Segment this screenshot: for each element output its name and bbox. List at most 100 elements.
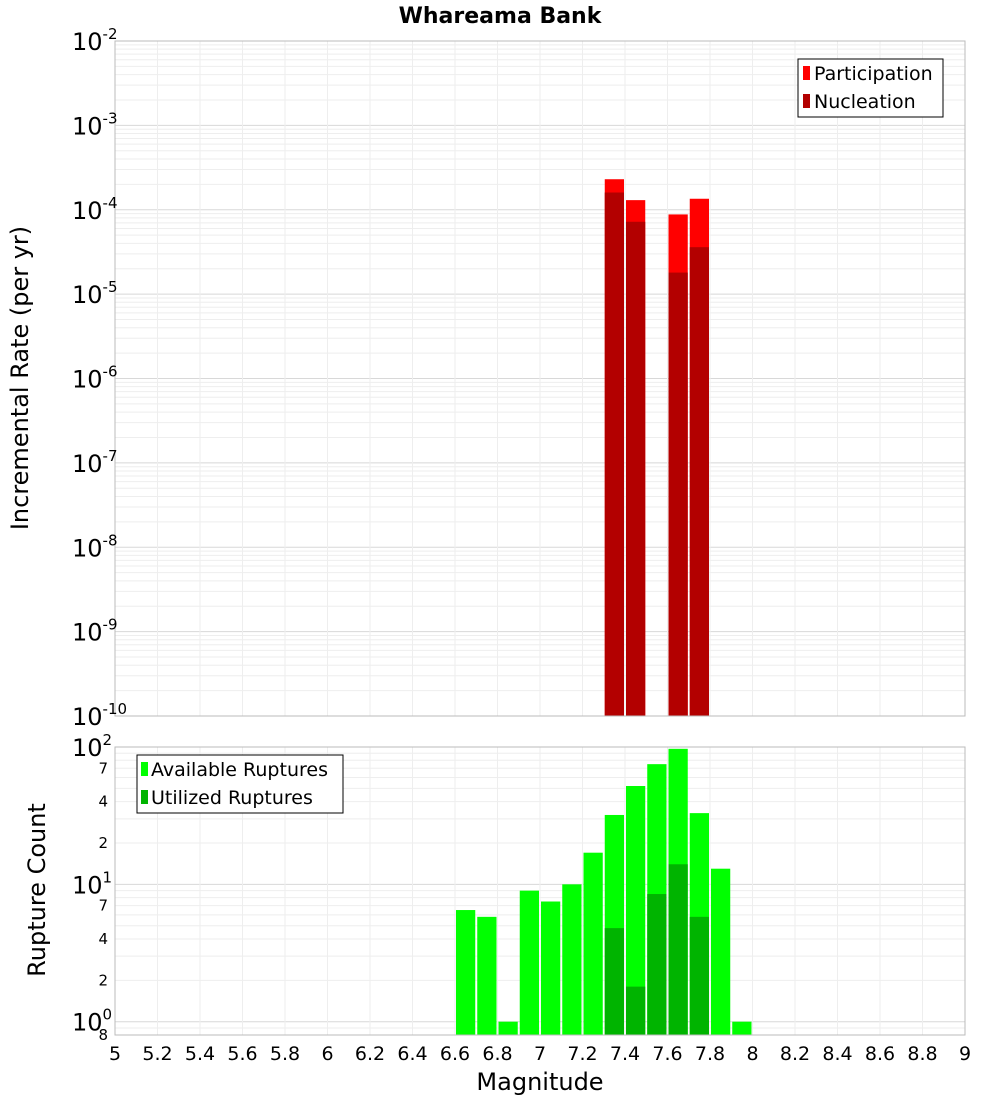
available-bar [583,852,603,1035]
x-tick-label: 8.4 [822,1043,852,1065]
y-tick-label: 10-3 [72,109,118,140]
tick-exponent: 1 [103,868,113,886]
available-bar [456,910,476,1035]
y-minor-tick-label: 4 [98,930,108,948]
available-bar [477,916,497,1035]
x-tick-label: 6.2 [355,1043,385,1065]
available-bar [519,890,539,1035]
available-bar [541,901,561,1035]
tick-exponent: -8 [103,531,118,549]
x-tick-label: 8 [746,1043,758,1065]
x-tick-label: 5.8 [270,1043,300,1065]
x-tick-label: 7.8 [695,1043,725,1065]
legend-box [797,58,944,118]
tick-exponent: -4 [103,194,118,212]
tick-base: 10 [72,281,103,309]
tick-base: 10 [72,1009,103,1037]
y-minor-tick-label: 7 [98,897,108,915]
tick-exponent: 2 [103,731,113,749]
tick-exponent: -7 [103,447,118,465]
legend-label: Participation [814,63,933,85]
chart-title: Whareama Bank [399,4,603,29]
utilized-bar [647,894,667,1035]
legend-swatch [803,66,810,80]
tick-exponent: -10 [103,700,128,718]
tick-base: 10 [72,28,103,56]
plot-border [114,40,966,717]
bottom-y-axis-title: Rupture Count [23,803,51,977]
tick-base: 10 [72,619,103,647]
legend-swatch [141,790,148,804]
x-tick-label: 7.4 [610,1043,640,1065]
available-bar [732,1021,752,1035]
tick-base: 10 [72,871,103,899]
x-axis-title: Magnitude [476,1068,603,1096]
tick-base: 10 [72,734,103,762]
y-tick-label: 10-7 [72,447,118,478]
x-tick-label: 5.4 [185,1043,215,1065]
y-tick-label: 10-9 [72,616,118,647]
tick-exponent: 0 [103,1006,113,1024]
x-tick-label: 9 [959,1043,971,1065]
legend-box [136,754,344,814]
x-tick-label: 5 [109,1043,121,1065]
available-bar [498,1021,518,1035]
x-tick-label: 8.2 [780,1043,810,1065]
tick-exponent: -3 [103,109,118,127]
y-tick-label: 101 [72,868,112,899]
available-bar [562,884,582,1035]
tick-base: 10 [72,534,103,562]
legend-label: Available Ruptures [151,759,328,781]
nucleation-bar [604,192,624,717]
rate-panel: 10-1010-910-810-710-610-510-410-310-2Par… [72,25,966,731]
y-tick-label: 10-5 [72,278,118,309]
tick-exponent: -6 [103,363,118,381]
legend-swatch [141,762,148,776]
utilized-bar [689,916,709,1035]
y-tick-label: 10-4 [72,194,118,225]
available-bar [626,786,646,1035]
x-tick-label: 5.6 [227,1043,257,1065]
y-tick-label: 10-8 [72,531,118,562]
y-tick-label: 10-10 [72,700,127,731]
utilized-bar [668,864,688,1035]
x-tick-label: 7.2 [567,1043,597,1065]
y-minor-tick-label: 4 [98,793,108,811]
top-y-axis-title: Incremental Rate (per yr) [6,226,34,530]
y-tick-label: 100 [72,1006,112,1037]
y-tick-label: 102 [72,731,112,762]
x-tick-label: 6.6 [440,1043,470,1065]
tick-base: 10 [72,366,103,394]
tick-base: 10 [72,450,103,478]
x-tick-label: 6.4 [397,1043,427,1065]
tick-exponent: -9 [103,616,118,634]
legend-label: Utilized Ruptures [151,787,313,809]
x-tick-label: 6.8 [482,1043,512,1065]
tick-base: 10 [72,703,103,731]
utilized-bar [604,928,624,1035]
x-tick-label: 8.6 [865,1043,895,1065]
y-minor-tick-label: 7 [98,759,108,777]
y-minor-tick-label: 2 [98,971,108,989]
tick-exponent: -2 [103,25,118,43]
x-tick-label: 7 [534,1043,546,1065]
utilized-bar [626,986,646,1035]
tick-base: 10 [72,112,103,140]
y-tick-label: 10-6 [72,363,118,394]
y-tick-label: 10-2 [72,25,118,56]
nucleation-bar [626,221,646,716]
tick-base: 10 [72,197,103,225]
legend-label: Nucleation [814,91,916,113]
nucleation-bar [689,247,709,716]
x-tick-label: 6 [321,1043,333,1065]
y-minor-tick-label: 2 [98,834,108,852]
legend-swatch [803,94,810,108]
x-tick-label: 8.8 [907,1043,937,1065]
available-bar [711,868,731,1035]
tick-exponent: -5 [103,278,118,296]
y-minor-tick-label: 8 [98,1026,108,1044]
nucleation-bar [668,272,688,716]
x-tick-label: 7.6 [652,1043,682,1065]
